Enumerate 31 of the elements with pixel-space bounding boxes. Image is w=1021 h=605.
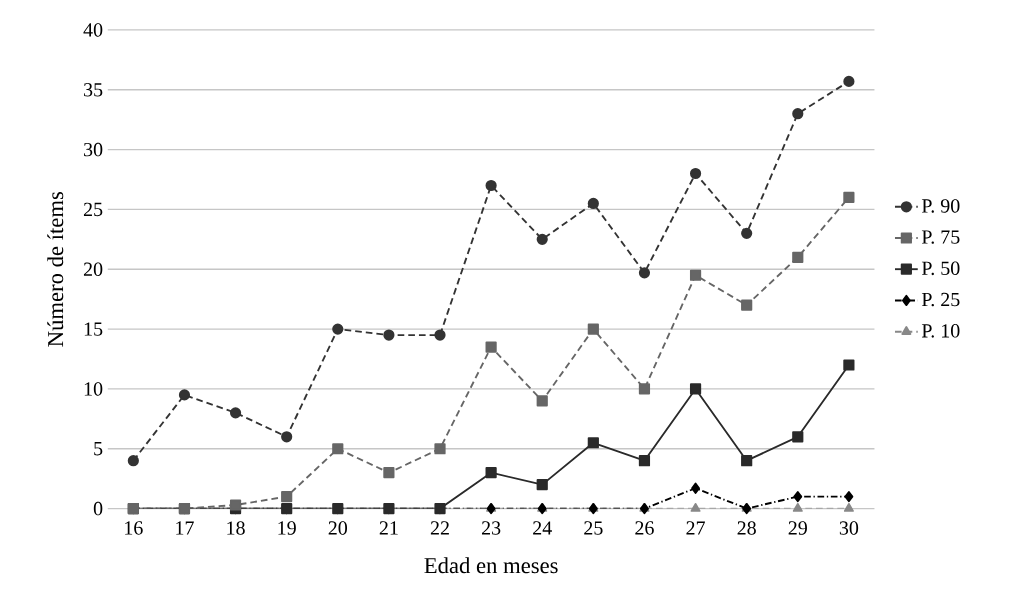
y-axis-title: Número de ítems	[47, 191, 64, 347]
x-tick-label: 16	[125, 521, 143, 535]
y-tick-label: 35	[84, 83, 103, 97]
x-tick-label: 19	[278, 521, 296, 535]
y-tick-label: 30	[84, 142, 103, 157]
y-tick-label: 15	[84, 322, 103, 336]
legend-label: P. 10	[921, 324, 960, 338]
x-tick-label: 25	[584, 521, 603, 535]
y-tick-label: 10	[84, 382, 103, 396]
x-tick-label: 28	[737, 521, 756, 535]
legend-label: P. 75	[921, 230, 960, 244]
x-tick-label: 26	[635, 521, 654, 535]
x-tick-label: 17	[176, 521, 194, 535]
x-tick-label: 27	[686, 521, 705, 535]
x-tick-label: 24	[533, 521, 552, 535]
x-tick-label: 18	[227, 521, 245, 535]
legend-label: P. 50	[921, 261, 960, 276]
x-tick-label: 29	[788, 521, 807, 535]
y-tick-label: 20	[83, 262, 103, 276]
y-tick-label: 0	[93, 501, 103, 516]
legend-label: P. 90	[921, 199, 960, 213]
y-tick-label: 25	[83, 202, 103, 217]
x-axis-title: Edad en meses	[424, 557, 558, 574]
x-tick-label: 22	[430, 521, 449, 535]
y-tick-label: 40	[83, 23, 103, 37]
x-tick-label: 23	[481, 521, 501, 535]
y-tick-label: 5	[94, 442, 103, 456]
x-tick-label: 30	[839, 521, 859, 535]
x-tick-label: 21	[379, 521, 398, 535]
x-tick-label: 20	[328, 521, 348, 535]
legend-label: P. 25	[921, 292, 960, 307]
